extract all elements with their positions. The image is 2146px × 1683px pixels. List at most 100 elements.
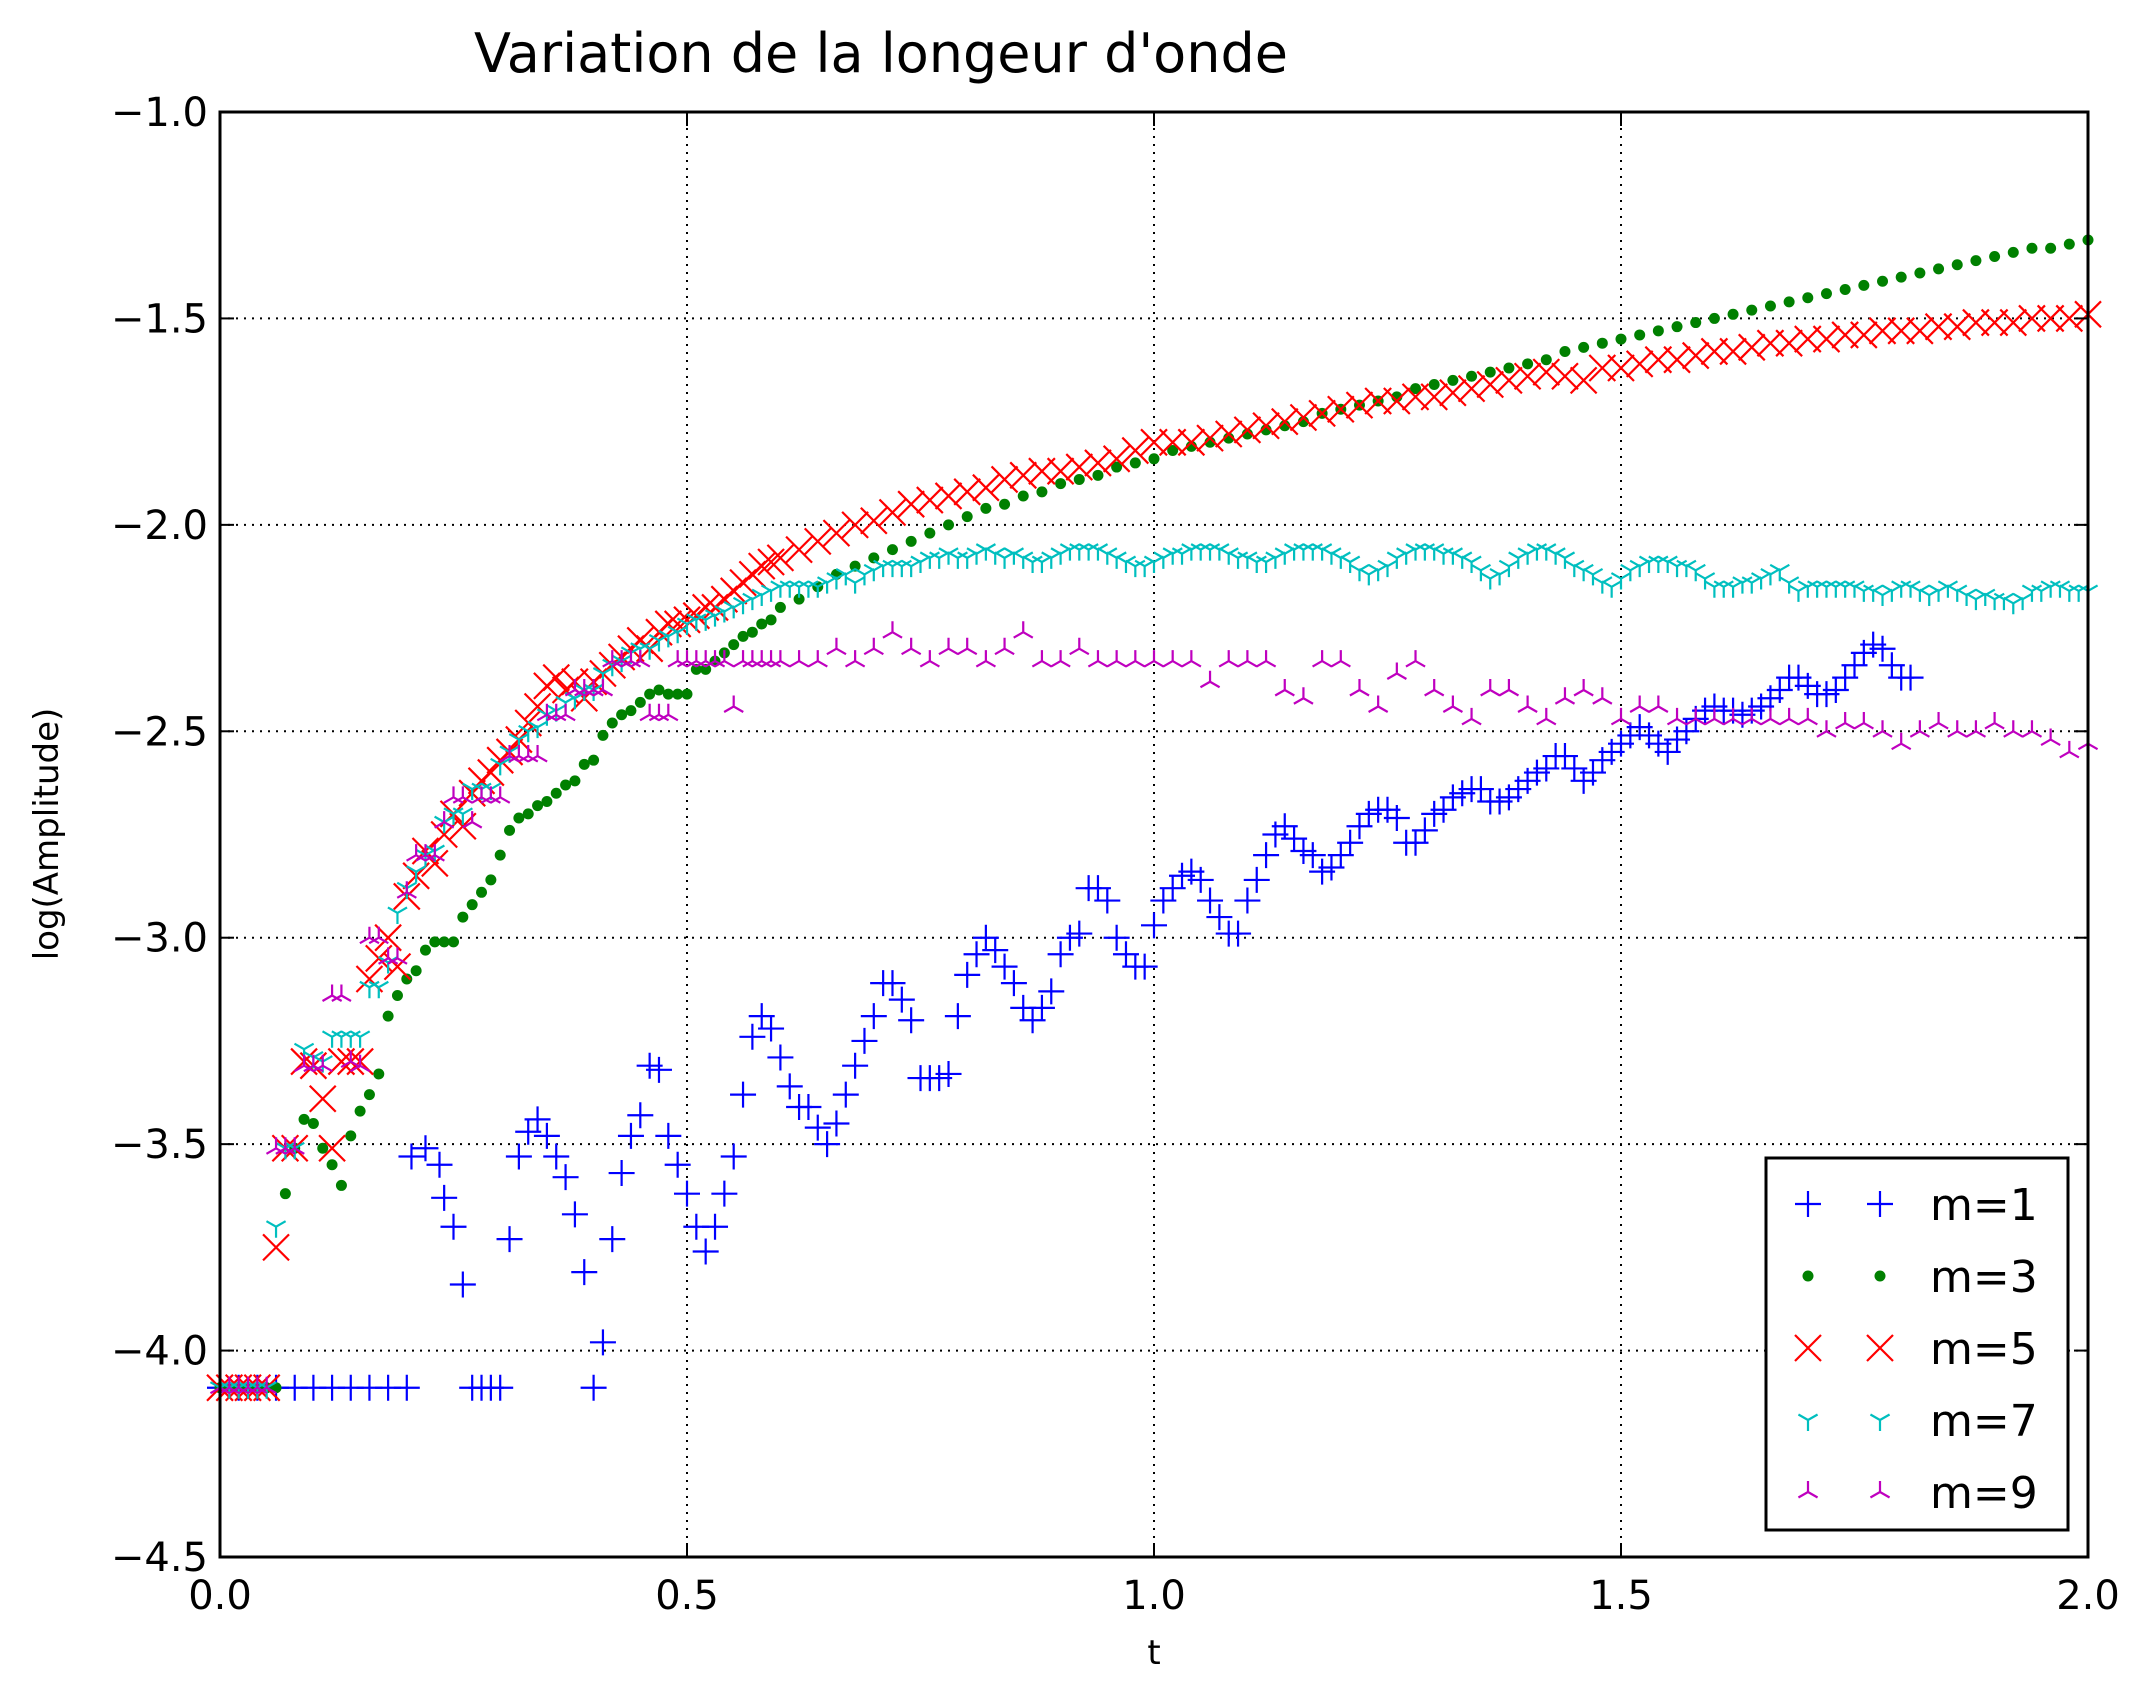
data-point [766, 544, 795, 572]
data-point [807, 650, 828, 668]
data-point [1345, 391, 1374, 419]
data-point [2021, 720, 2043, 738]
data-point [1713, 580, 1734, 598]
data-point [1928, 712, 1949, 730]
data-point [648, 703, 670, 722]
data-point [1573, 679, 1594, 697]
data-point [580, 1374, 607, 1401]
data-point [1214, 420, 1243, 448]
legend-marker [1869, 1481, 1891, 1499]
data-point [954, 961, 981, 988]
data-point [1970, 255, 1982, 267]
legend-entries: m=1 m=3 m=5 m=7 m=9 [1794, 1180, 2038, 1519]
data-point [1607, 354, 1635, 382]
data-point [543, 1143, 570, 1170]
data-point [1797, 707, 1818, 726]
data-point [1246, 555, 1267, 574]
data-point [1386, 662, 1407, 680]
data-point [1340, 555, 1361, 574]
data-point [321, 1030, 343, 1048]
x-axis-label: t [1147, 1633, 1160, 1673]
data-point [307, 1118, 319, 1129]
data-point [648, 634, 670, 652]
data-point [1877, 275, 1889, 287]
data-point [1368, 695, 1389, 713]
data-point [625, 705, 637, 717]
data-point [1812, 325, 1841, 353]
data-point [326, 1159, 338, 1171]
data-point [776, 1073, 803, 1100]
data-point [1073, 473, 1085, 485]
data-point [1358, 567, 1379, 586]
data-point [929, 551, 950, 569]
data-point [1722, 707, 1744, 726]
data-point [1820, 288, 1832, 300]
data-point [2003, 596, 2024, 615]
data-point [832, 1081, 859, 1108]
data-point [957, 637, 978, 656]
data-point [957, 551, 978, 569]
data-point [387, 947, 408, 965]
legend-marker [1866, 1334, 1894, 1362]
data-point [1704, 580, 1725, 598]
data-point [1308, 399, 1336, 428]
data-point [592, 679, 614, 697]
data-point [1760, 707, 1781, 726]
data-point [1522, 358, 1534, 370]
data-point [1480, 572, 1501, 590]
data-point [947, 551, 968, 569]
data-point [793, 593, 805, 605]
data-point [1255, 650, 1277, 668]
data-point [1461, 707, 1482, 726]
data-point [1143, 650, 1165, 668]
data-point [963, 941, 990, 968]
data-point [667, 650, 688, 668]
data-point [1610, 707, 1632, 726]
data-point [1094, 887, 1121, 914]
data-point [845, 650, 866, 668]
data-point [1569, 366, 1598, 395]
data-point [1872, 588, 1893, 607]
data-point [1853, 584, 1874, 602]
x-tick-label: 1.5 [1589, 1573, 1653, 1619]
data-point [606, 717, 618, 729]
data-point [256, 1376, 277, 1395]
y-tick-label: −2.0 [111, 503, 208, 549]
data-point [1386, 551, 1407, 569]
data-point [440, 1213, 467, 1240]
data-point [1895, 271, 1907, 283]
axis-ticks: 0.0 0.5 1.0 1.5 2.0 −1.0 −1.5 −2.0 −2.5 −3.0 −3.5 −… [111, 90, 2120, 1619]
data-point [630, 650, 651, 668]
data-point [1704, 707, 1725, 726]
data-point [756, 618, 768, 630]
data-point [916, 486, 944, 514]
data-point [505, 1143, 532, 1170]
data-point [1671, 321, 1683, 333]
data-point [2026, 242, 2038, 254]
data-point [982, 937, 1009, 964]
data-point [1243, 866, 1270, 893]
data-point [1592, 687, 1613, 705]
data-point [1253, 842, 1280, 869]
x-tick-label: 0.0 [188, 1573, 252, 1619]
data-point [1648, 695, 1669, 713]
series-m-9 [209, 621, 2099, 1395]
data-point [331, 1030, 352, 1048]
data-point [1779, 576, 1800, 594]
data-point [1234, 887, 1261, 914]
data-point [412, 1135, 439, 1162]
data-point [308, 1084, 337, 1113]
data-point [681, 688, 693, 700]
data-point [1596, 337, 1608, 349]
data-point [980, 502, 992, 514]
data-point [318, 1134, 346, 1163]
data-point [359, 926, 380, 945]
data-point [737, 630, 749, 642]
data-point [1197, 887, 1224, 914]
data-point [860, 506, 888, 535]
data-point [443, 786, 464, 804]
data-point [901, 637, 922, 656]
data-point [841, 511, 869, 539]
data-point [555, 703, 576, 722]
